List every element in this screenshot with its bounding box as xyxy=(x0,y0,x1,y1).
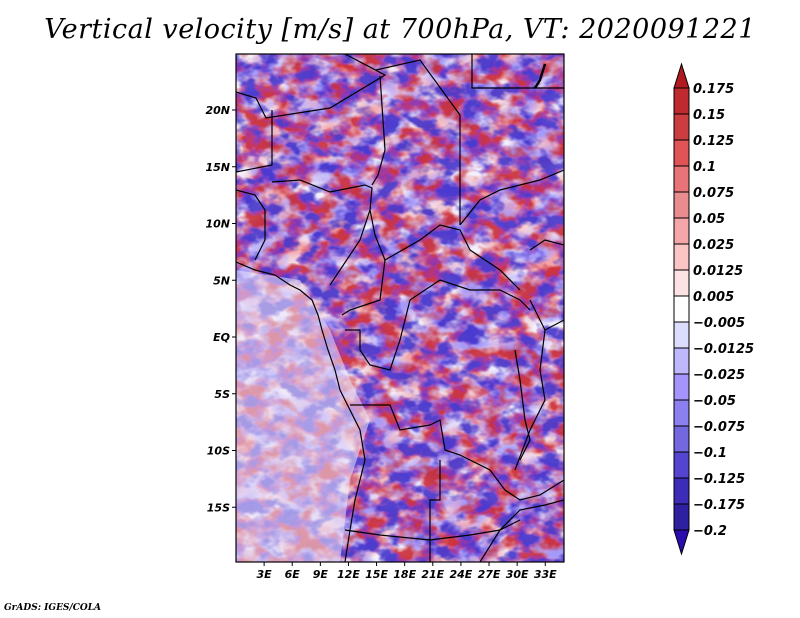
border-niger-chad xyxy=(371,75,386,186)
colorbar-extend-max xyxy=(673,62,690,89)
y-tick-label: 5N xyxy=(213,274,230,287)
colorbar-label: 0.0125 xyxy=(693,264,743,279)
colorbar-bin xyxy=(673,373,690,401)
colorbar-label: −0.025 xyxy=(693,368,745,383)
colorbar-bin xyxy=(673,191,690,219)
border-zambia xyxy=(469,459,564,501)
colorbar-bin xyxy=(673,165,690,193)
colorbar: 0.175 0.15 0.125 0.1 0.075 0.05 0.025 0.0125 0.0… xyxy=(673,62,754,556)
x-tick-label: 15E xyxy=(365,568,388,581)
x-tick-label: 24E xyxy=(450,568,473,581)
colorbar-label: 0.175 xyxy=(693,82,734,97)
border-sahel-west xyxy=(236,189,266,261)
y-axis: 20N 15N 10N 5N EQ 5S 10S 15S xyxy=(205,104,236,514)
border-nigeria xyxy=(271,179,373,286)
x-tick-label: 3E xyxy=(257,568,273,581)
colorbar-label: −0.005 xyxy=(693,316,745,331)
y-tick-label: 10S xyxy=(207,445,230,458)
colorbar-label: 0.025 xyxy=(693,238,734,253)
border-se xyxy=(544,319,564,331)
colorbar-bin xyxy=(673,295,690,323)
border-ne-lake xyxy=(533,63,547,89)
border-gabon-congo xyxy=(345,299,411,371)
border-angola-zambia xyxy=(429,460,441,540)
footer-credit: GrADS: IGES/COLA xyxy=(4,603,102,613)
colorbar-label: 0.005 xyxy=(693,290,734,305)
colorbar-label: −0.075 xyxy=(693,420,745,435)
border-namibia xyxy=(344,519,521,541)
colorbar-bin xyxy=(673,87,690,115)
colorbar-bin xyxy=(673,451,690,479)
colorbar-label: 0.125 xyxy=(693,134,734,149)
border-mali-niger xyxy=(236,110,273,173)
x-axis: 3E 6E 9E 12E 15E 18E 21E 24E 27E 30E 33E xyxy=(257,562,557,581)
coastline-west-africa xyxy=(236,261,366,562)
colorbar-bin xyxy=(673,217,690,245)
border-lake-region xyxy=(514,349,531,461)
colorbar-label: −0.125 xyxy=(693,472,745,487)
y-tick-label: EQ xyxy=(213,331,230,344)
border-cameroon xyxy=(341,209,386,316)
chart-title: Vertical velocity [m/s] at 700hPa, VT: 2… xyxy=(44,14,756,45)
colorbar-bin xyxy=(673,425,690,453)
border-libya-sudan xyxy=(375,59,461,225)
border-sudan-south xyxy=(459,169,564,226)
border-car xyxy=(384,224,521,291)
border-east-africa xyxy=(514,299,546,471)
colorbar-label: −0.0125 xyxy=(693,342,754,357)
border-algeria-libya xyxy=(236,54,387,119)
colorbar-label: 0.05 xyxy=(693,212,725,227)
border-egypt-sudan xyxy=(471,54,564,89)
colorbar-bin xyxy=(673,477,690,505)
colorbar-bin xyxy=(673,321,690,349)
colorbar-label: 0.075 xyxy=(693,186,734,201)
ocean-smooth-region xyxy=(236,270,370,562)
colorbar-bin xyxy=(673,113,690,141)
y-tick-label: 15N xyxy=(205,161,230,174)
colorbar-label: −0.175 xyxy=(693,498,745,513)
colorbar-label: 0.1 xyxy=(693,160,716,175)
plot-frame xyxy=(235,53,565,563)
colorbar-bin xyxy=(673,347,690,375)
x-tick-label: 9E xyxy=(313,568,329,581)
x-tick-label: 21E xyxy=(421,568,444,581)
x-tick-label: 12E xyxy=(337,568,360,581)
y-tick-label: 20N xyxy=(205,104,230,117)
colorbar-extend-min xyxy=(673,529,690,556)
x-tick-label: 27E xyxy=(478,568,501,581)
y-tick-label: 5S xyxy=(214,388,230,401)
colorbar-bin xyxy=(673,503,690,531)
map-plot-area xyxy=(236,54,564,562)
colorbar-label: −0.2 xyxy=(693,524,727,539)
colorbar-label: −0.1 xyxy=(693,446,727,461)
x-tick-label: 6E xyxy=(285,568,301,581)
x-tick-label: 30E xyxy=(506,568,529,581)
x-tick-label: 33E xyxy=(534,568,557,581)
border-ethiopia xyxy=(529,239,564,251)
border-drc-angola xyxy=(350,404,471,461)
colorbar-bin xyxy=(673,243,690,271)
colorbar-label: 0.15 xyxy=(693,108,725,123)
border-drc-north xyxy=(409,279,531,311)
border-mozambique xyxy=(479,499,564,562)
colorbar-bin xyxy=(673,139,690,167)
colorbar-bin xyxy=(673,269,690,297)
country-borders xyxy=(236,54,564,562)
y-tick-label: 10N xyxy=(205,218,230,231)
y-tick-label: 15S xyxy=(207,501,230,514)
x-tick-label: 18E xyxy=(393,568,416,581)
colorbar-label: −0.05 xyxy=(693,394,736,409)
colorbar-bin xyxy=(673,399,690,427)
